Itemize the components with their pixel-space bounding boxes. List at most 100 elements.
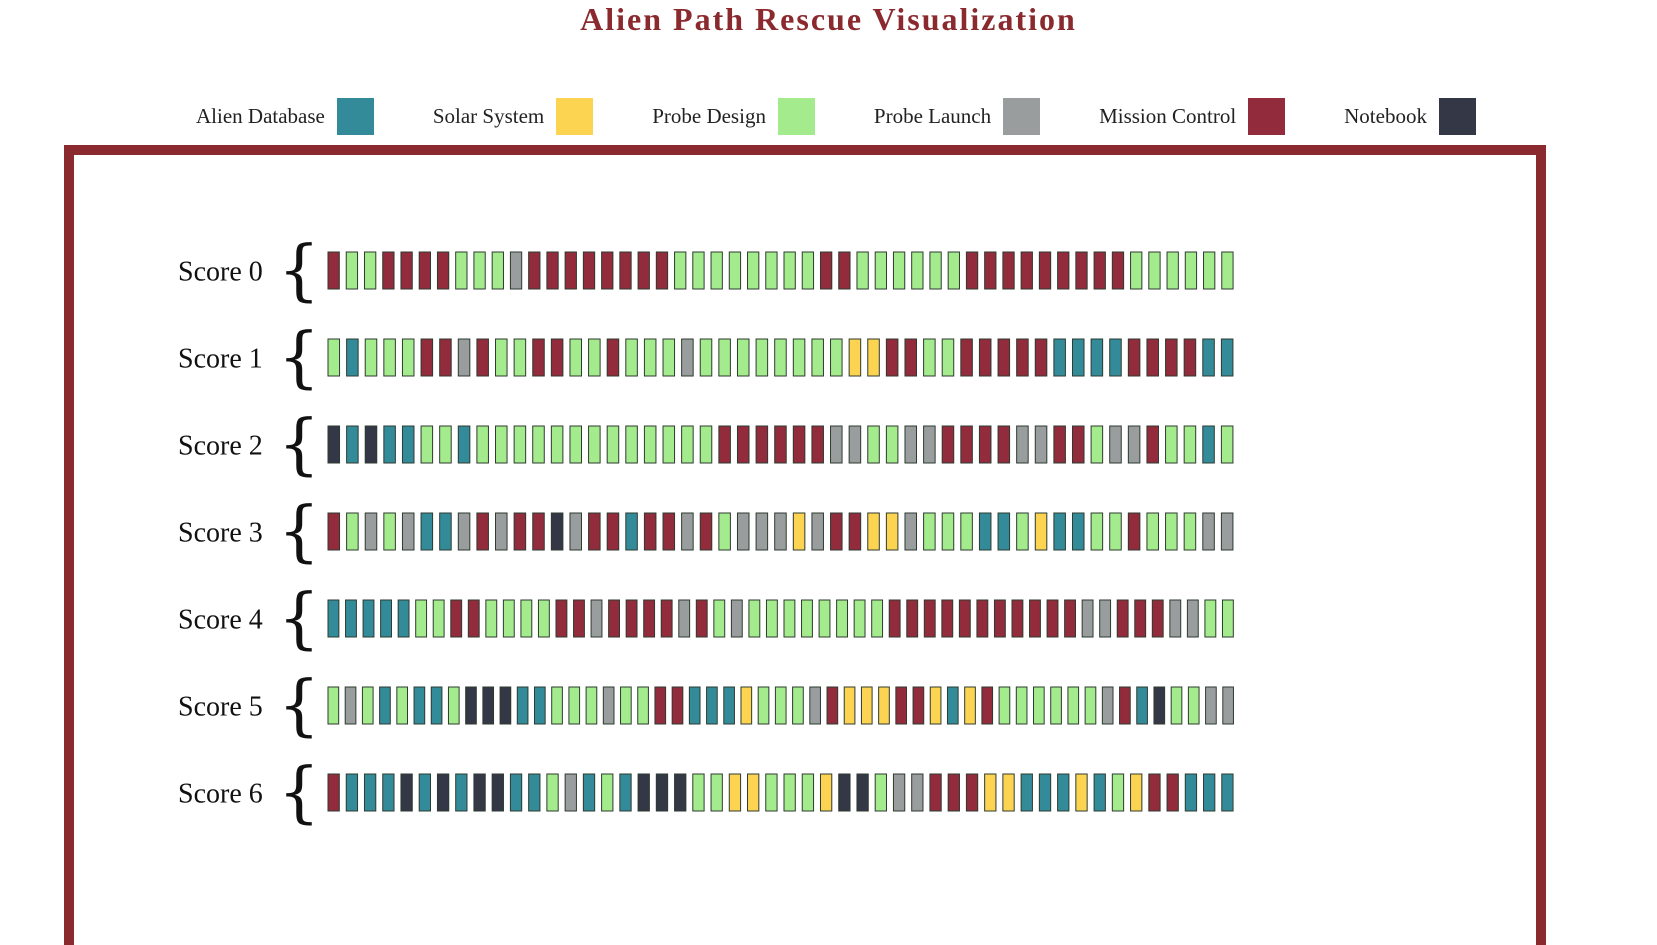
cell-score-2-27	[830, 425, 843, 464]
cell-score-1-14	[588, 338, 601, 377]
cell-score-6-12	[546, 773, 559, 812]
cell-score-3-21	[718, 512, 731, 551]
cell-score-1-23	[755, 338, 769, 377]
cell-score-4-12	[537, 599, 550, 638]
cell-score-0-3	[382, 251, 395, 290]
cell-score-3-13	[569, 512, 583, 551]
cell-score-6-18	[655, 773, 669, 812]
cell-score-3-1	[346, 512, 359, 551]
cell-score-2-4	[401, 425, 415, 464]
cell-score-1-4	[401, 338, 415, 377]
cell-score-2-17	[643, 425, 657, 464]
legend-label: Mission Control	[1099, 103, 1237, 128]
cell-score-4-34	[923, 599, 936, 638]
cell-score-1-45	[1165, 338, 1178, 377]
cell-score-2-15	[606, 425, 620, 464]
cell-score-0-22	[728, 251, 742, 290]
cell-score-3-31	[904, 512, 918, 551]
cell-score-1-33	[941, 338, 955, 377]
cell-score-1-24	[774, 338, 787, 377]
row-brace: {	[278, 754, 320, 831]
cell-score-1-12	[550, 338, 564, 377]
row-brace: {	[278, 493, 320, 570]
cell-score-5-8	[465, 686, 477, 725]
cell-score-4-37	[976, 599, 989, 638]
row-label: Score 0	[178, 257, 263, 288]
row-brace: {	[278, 667, 320, 744]
cell-score-1-34	[960, 338, 973, 377]
row-label: Score 3	[178, 518, 263, 549]
cell-score-6-45	[1148, 773, 1161, 812]
cell-score-5-25	[757, 686, 770, 725]
cell-score-6-46	[1166, 773, 1179, 812]
cell-score-0-10	[509, 251, 523, 290]
cell-score-3-0	[327, 512, 341, 551]
cell-score-1-8	[476, 338, 489, 377]
cell-score-3-18	[662, 512, 676, 551]
legend-item-probe-design: Probe Design	[652, 97, 815, 135]
cell-score-6-16	[619, 773, 632, 812]
cell-score-6-36	[984, 773, 997, 812]
cell-score-5-27	[792, 686, 804, 725]
row-brace: {	[278, 232, 320, 309]
row-label: Score 2	[178, 431, 263, 462]
cell-score-5-26	[774, 686, 787, 725]
cell-score-1-28	[848, 338, 862, 377]
cell-score-5-14	[568, 686, 581, 725]
cell-score-3-17	[643, 512, 657, 551]
chart-title: Alien Path Rescue Visualization	[580, 1, 1077, 37]
cell-score-5-48	[1153, 686, 1166, 725]
cell-score-0-29	[856, 251, 869, 290]
cell-score-2-26	[811, 425, 824, 464]
cell-score-1-25	[792, 338, 806, 377]
cell-score-5-39	[998, 686, 1011, 725]
cell-score-3-14	[588, 512, 601, 551]
cell-score-0-46	[1166, 251, 1179, 290]
cell-score-4-33	[906, 599, 919, 638]
cell-score-0-20	[692, 251, 705, 290]
cell-score-0-45	[1148, 251, 1161, 290]
cell-score-1-22	[736, 338, 750, 377]
cell-score-3-35	[978, 512, 992, 551]
cell-score-1-26	[811, 338, 824, 377]
cell-score-1-20	[699, 338, 713, 377]
cell-score-2-22	[736, 425, 750, 464]
cell-score-2-20	[699, 425, 713, 464]
cell-score-1-11	[532, 338, 545, 377]
cell-score-6-3	[382, 773, 395, 812]
row-brace: {	[278, 406, 320, 483]
cell-score-6-9	[491, 773, 504, 812]
cell-score-3-45	[1165, 512, 1178, 551]
cell-score-6-42	[1093, 773, 1106, 812]
cell-score-3-30	[885, 512, 899, 551]
cell-score-0-5	[418, 251, 432, 290]
cell-score-4-25	[765, 599, 778, 638]
cell-score-6-20	[692, 773, 705, 812]
cell-score-1-9	[495, 338, 508, 377]
cell-score-6-32	[911, 773, 924, 812]
cell-score-4-14	[573, 599, 585, 638]
cell-score-2-32	[923, 425, 936, 464]
cell-score-2-44	[1146, 425, 1159, 464]
cell-score-4-7	[450, 599, 463, 638]
cell-score-0-0	[327, 251, 340, 290]
cell-score-5-37	[964, 686, 976, 725]
cell-score-4-18	[643, 599, 656, 638]
cell-score-2-18	[662, 425, 676, 464]
cell-score-3-4	[401, 512, 415, 551]
cell-score-4-45	[1116, 599, 1129, 638]
cell-score-0-24	[765, 251, 778, 290]
cell-score-2-38	[1034, 425, 1048, 464]
cell-score-1-2	[364, 338, 378, 377]
cell-score-1-35	[978, 338, 992, 377]
cell-score-3-47	[1202, 512, 1215, 551]
cell-score-5-16	[602, 686, 615, 725]
cell-score-2-28	[848, 425, 862, 464]
cell-score-1-7	[457, 338, 471, 377]
cell-score-6-28	[838, 773, 851, 812]
cell-score-4-23	[730, 599, 743, 638]
cell-score-0-15	[601, 251, 614, 290]
cell-score-3-16	[625, 512, 638, 551]
legend-label: Solar System	[432, 103, 545, 128]
cell-score-3-46	[1183, 512, 1197, 551]
